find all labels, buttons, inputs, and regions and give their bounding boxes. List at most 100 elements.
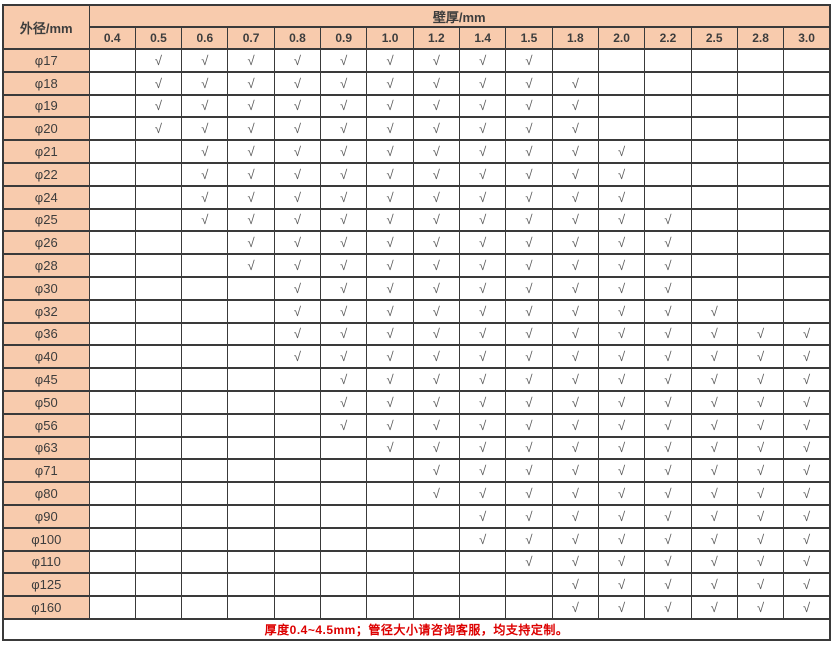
empty-cell: [88, 93, 136, 119]
wall-thickness-col-header: 1.0: [366, 26, 414, 50]
check-cell: √: [366, 253, 414, 278]
empty-cell: [88, 458, 136, 484]
empty-cell: [88, 526, 136, 552]
wall-thickness-col-header: 0.6: [181, 26, 229, 50]
table-row: φ19 √ √ √ √ √ √ √ √ √ √: [2, 93, 831, 119]
empty-cell: [134, 503, 183, 529]
check-cell: √: [551, 207, 599, 233]
empty-cell: [736, 230, 785, 256]
empty-cell: [690, 70, 738, 96]
check-cell: √: [458, 321, 507, 347]
empty-cell: [88, 139, 136, 164]
wall-thickness-col-header: 1.2: [412, 26, 461, 50]
table-row: φ32 √ √ √ √ √ √ √ √ √ √: [2, 298, 831, 324]
table-row: φ36 √ √ √ √ √ √ √ √ √ √ √ √: [2, 321, 831, 347]
empty-cell: [366, 503, 414, 529]
empty-cell: [88, 298, 136, 324]
empty-cell: [412, 572, 461, 598]
check-cell: √: [412, 298, 461, 324]
check-cell: √: [736, 321, 785, 347]
empty-cell: [134, 207, 183, 233]
diameter-row-header: φ19: [2, 93, 90, 119]
check-cell: √: [551, 321, 599, 347]
empty-cell: [690, 116, 738, 142]
check-cell: √: [273, 321, 322, 347]
check-cell: √: [783, 481, 831, 506]
empty-cell: [227, 412, 275, 438]
empty-cell: [597, 48, 646, 73]
empty-cell: [181, 503, 229, 529]
empty-cell: [597, 116, 646, 142]
check-cell: √: [458, 298, 507, 324]
check-cell: √: [458, 435, 507, 461]
check-cell: √: [181, 70, 229, 96]
check-cell: √: [181, 48, 229, 73]
check-cell: √: [458, 230, 507, 256]
check-cell: √: [320, 367, 368, 392]
check-cell: √: [181, 93, 229, 119]
empty-cell: [458, 595, 507, 620]
diameter-row-header: φ45: [2, 367, 90, 392]
empty-cell: [320, 572, 368, 598]
check-cell: √: [783, 458, 831, 484]
check-cell: √: [690, 503, 738, 529]
check-cell: √: [783, 321, 831, 347]
check-cell: √: [458, 48, 507, 73]
empty-cell: [458, 549, 507, 575]
diameter-row-header: φ32: [2, 298, 90, 324]
check-cell: √: [320, 412, 368, 438]
check-cell: √: [644, 253, 692, 278]
check-cell: √: [783, 344, 831, 370]
check-cell: √: [366, 275, 414, 301]
check-cell: √: [412, 412, 461, 438]
check-cell: √: [273, 161, 322, 187]
check-cell: √: [644, 275, 692, 301]
empty-cell: [227, 549, 275, 575]
diameter-row-header: φ71: [2, 458, 90, 484]
empty-cell: [181, 275, 229, 301]
empty-cell: [88, 435, 136, 461]
table-row: φ90 √ √ √ √ √ √ √ √: [2, 503, 831, 529]
check-cell: √: [551, 184, 599, 210]
check-cell: √: [458, 481, 507, 506]
empty-cell: [412, 526, 461, 552]
table-row: φ40 √ √ √ √ √ √ √ √ √ √ √ √: [2, 344, 831, 370]
check-cell: √: [783, 595, 831, 620]
check-cell: √: [412, 253, 461, 278]
wall-thickness-col-header: 0.9: [320, 26, 368, 50]
check-cell: √: [505, 275, 553, 301]
empty-cell: [181, 549, 229, 575]
check-cell: √: [366, 207, 414, 233]
check-cell: √: [320, 253, 368, 278]
check-cell: √: [690, 412, 738, 438]
check-cell: √: [551, 230, 599, 256]
check-cell: √: [458, 344, 507, 370]
empty-cell: [783, 230, 831, 256]
check-cell: √: [366, 321, 414, 347]
empty-cell: [88, 207, 136, 233]
empty-cell: [690, 139, 738, 164]
check-cell: √: [551, 526, 599, 552]
check-cell: √: [644, 526, 692, 552]
check-cell: √: [412, 389, 461, 415]
check-cell: √: [644, 572, 692, 598]
check-cell: √: [366, 435, 414, 461]
diameter-row-header: φ110: [2, 549, 90, 575]
check-cell: √: [597, 344, 646, 370]
empty-cell: [88, 275, 136, 301]
empty-cell: [88, 161, 136, 187]
empty-cell: [690, 275, 738, 301]
check-cell: √: [412, 367, 461, 392]
check-cell: √: [736, 572, 785, 598]
diameter-row-header: φ17: [2, 48, 90, 73]
footer-row: 厚度0.4~4.5mm；管径大小请咨询客服，均支持定制。: [2, 617, 831, 641]
check-cell: √: [551, 298, 599, 324]
check-cell: √: [366, 48, 414, 73]
empty-cell: [134, 139, 183, 164]
check-cell: √: [551, 139, 599, 164]
empty-cell: [181, 595, 229, 620]
check-cell: √: [644, 481, 692, 506]
check-cell: √: [134, 93, 183, 119]
check-cell: √: [597, 161, 646, 187]
check-cell: √: [505, 93, 553, 119]
